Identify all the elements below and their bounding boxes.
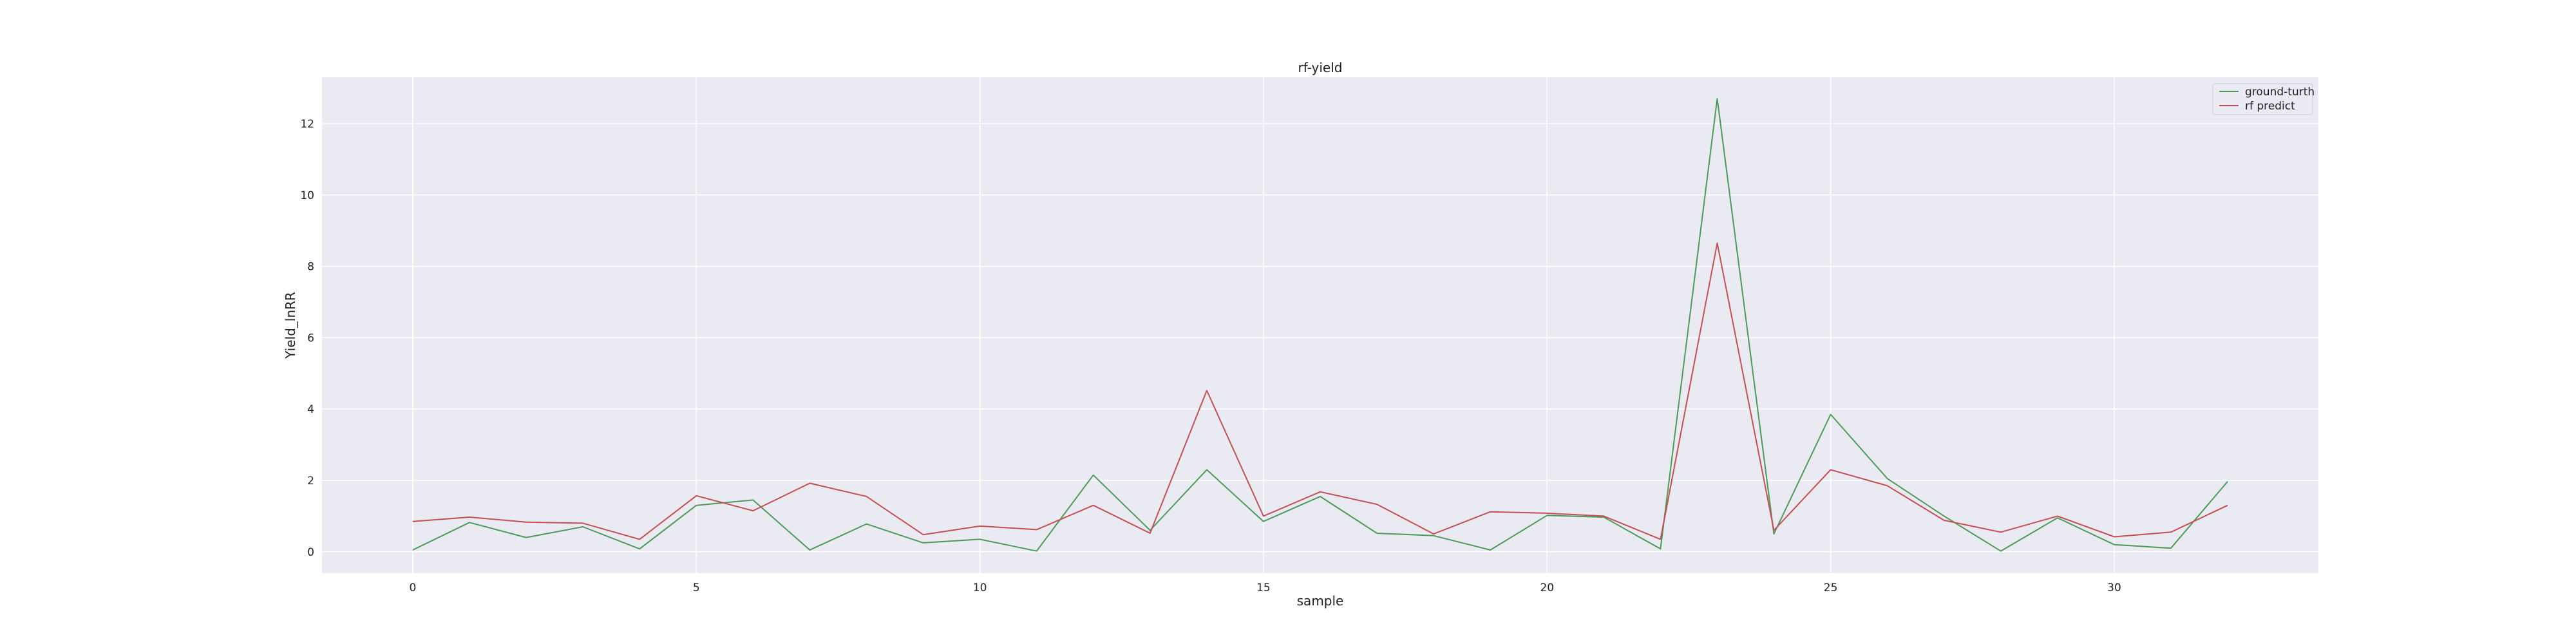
legend: ground-turth rf predict: [2212, 83, 2315, 115]
series-line-rf-predict: [412, 242, 2228, 540]
y-tick-label: 6: [307, 332, 314, 345]
grid-lines: [322, 77, 2318, 573]
series-line-ground-turth: [412, 98, 2228, 552]
x-tick-label: 0: [409, 582, 416, 594]
legend-label-rf-predict: rf predict: [2245, 100, 2295, 113]
plot-background: [322, 77, 2318, 573]
y-axis-label: Yield_lnRR: [283, 292, 298, 359]
x-tick-label: 20: [1540, 582, 1554, 594]
x-tick-label: 5: [693, 582, 700, 594]
y-tick-labels: 0 2 4 6 8 10 12: [300, 118, 314, 559]
x-tick-label: 25: [1824, 582, 1838, 594]
y-tick-label: 4: [307, 403, 314, 416]
x-tick-label: 10: [973, 582, 987, 594]
y-tick-label: 2: [307, 475, 314, 488]
series-lines: [412, 98, 2228, 552]
y-tick-label: 0: [307, 546, 314, 559]
x-tick-label: 30: [2107, 582, 2121, 594]
x-tick-labels: 0 5 10 15 20 25 30: [409, 582, 2121, 594]
x-axis-label: sample: [1297, 593, 1344, 609]
chart-title: rf-yield: [1298, 60, 1343, 75]
y-tick-label: 12: [300, 118, 314, 131]
legend-label-ground-turth: ground-turth: [2245, 86, 2315, 99]
y-tick-label: 8: [307, 261, 314, 274]
x-tick-label: 15: [1256, 582, 1271, 594]
y-tick-label: 10: [300, 189, 314, 202]
